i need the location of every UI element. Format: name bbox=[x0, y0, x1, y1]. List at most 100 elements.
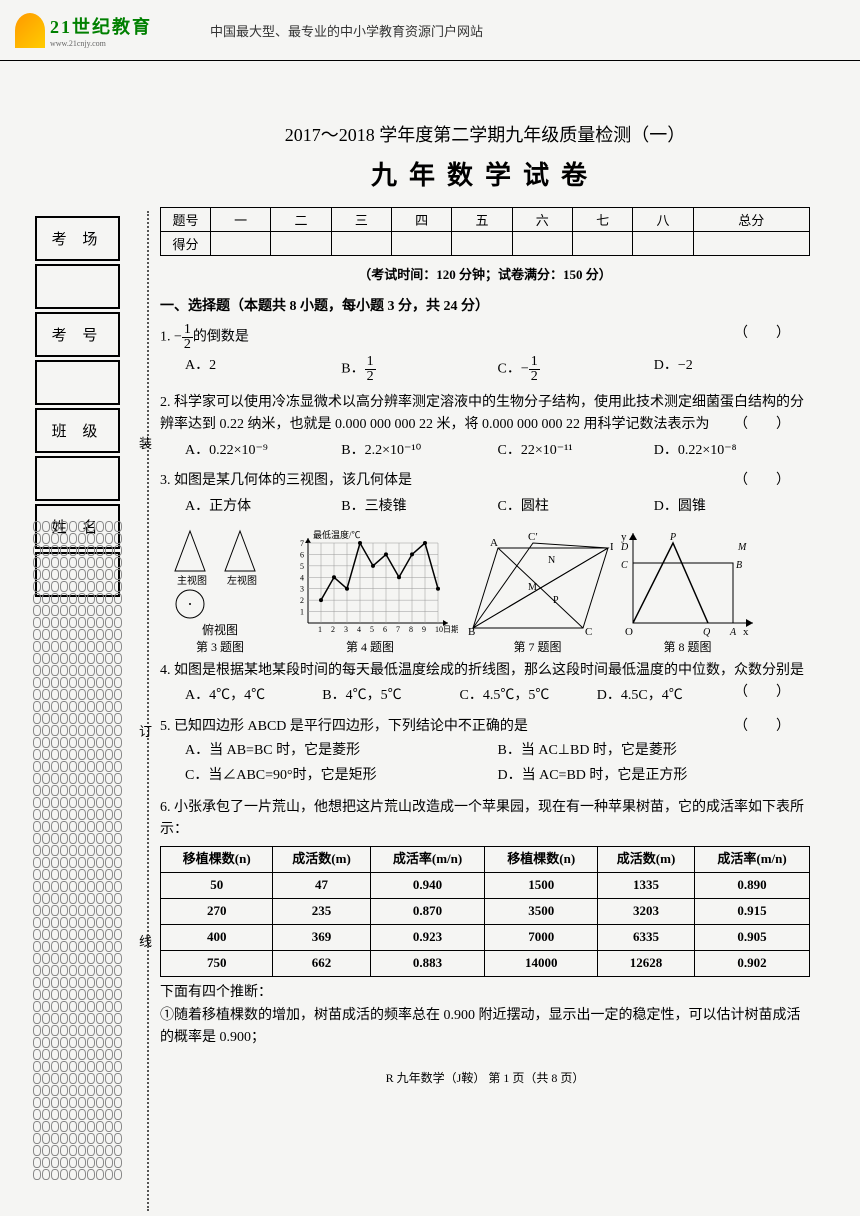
figure-label: 第 3 题图 bbox=[160, 638, 280, 655]
options: A．2 B．12 C．−12 D．−2 bbox=[185, 355, 810, 384]
svg-text:主视图: 主视图 bbox=[177, 574, 207, 587]
svg-text:3: 3 bbox=[300, 585, 304, 594]
svg-text:B: B bbox=[736, 560, 742, 571]
svg-text:3: 3 bbox=[344, 625, 348, 634]
svg-text:2: 2 bbox=[300, 596, 304, 605]
svg-text:Q: Q bbox=[703, 627, 711, 638]
svg-text:4: 4 bbox=[300, 573, 304, 582]
geometry-icon: B A C D C′ N M P bbox=[463, 528, 613, 638]
figure-7: B A C D C′ N M P 第 7 题图 bbox=[460, 528, 615, 655]
opt: C．4.5℃，5℃ bbox=[460, 685, 597, 707]
opt: A．正方体 bbox=[185, 496, 341, 518]
opt: A．0.22×10⁻⁹ bbox=[185, 440, 341, 462]
svg-text:10: 10 bbox=[435, 625, 443, 634]
svg-text:左视图: 左视图 bbox=[227, 574, 257, 587]
q-num: 4. bbox=[160, 663, 171, 678]
question-5: 5. 已知四边形 ABCD 是平行四边形，下列结论中不正确的是 （ ） A．当 … bbox=[160, 716, 810, 789]
svg-text:N: N bbox=[548, 555, 555, 566]
figure-label: 第 8 题图 bbox=[615, 638, 760, 655]
side-box bbox=[35, 360, 120, 405]
q-text: 如图是根据某地某段时间的每天最低温度绘成的折线图，那么这段时间最低温度的中位数，… bbox=[174, 663, 804, 678]
logo: 21世纪教育 www.21cnjy.com bbox=[15, 10, 180, 50]
page-footer: R 九年数学（J鞍） 第 1 页（共 8 页） bbox=[160, 1069, 810, 1086]
svg-text:C′: C′ bbox=[528, 531, 538, 543]
q-text: 如图是某几何体的三视图，该几何体是 bbox=[174, 473, 412, 488]
opt: C．22×10⁻¹¹ bbox=[498, 440, 654, 462]
opt: A．4℃，4℃ bbox=[185, 685, 322, 707]
q-item: ①随着移植棵数的增加，树苗成活的频率总在 0.900 附近摆动，显示出一定的稳定… bbox=[160, 1005, 810, 1050]
svg-text:P: P bbox=[669, 532, 676, 543]
side-box: 考 场 bbox=[35, 216, 120, 261]
svg-text:x: x bbox=[743, 626, 749, 638]
title-main: 2017～2018 学年度第二学期九年级质量检测（一） bbox=[160, 121, 810, 147]
q-text: 已知四边形 ABCD 是平行四边形，下列结论中不正确的是 bbox=[174, 719, 528, 734]
q-after: 下面有四个推断： bbox=[160, 982, 810, 1004]
answer-bubbles bbox=[33, 521, 123, 1181]
svg-text:5: 5 bbox=[370, 625, 374, 634]
fold-line bbox=[147, 211, 149, 1211]
q-text: 科学家可以使用冷冻显微术以高分辨率测定溶液中的生物分子结构，使用此技术测定细菌蛋… bbox=[160, 395, 804, 432]
figure-4: 最低温度/℃123456712345678910日期 第 4 题图 bbox=[280, 528, 460, 655]
svg-text:P: P bbox=[553, 595, 559, 606]
header-subtitle: 中国最大型、最专业的中小学教育资源门户网站 bbox=[210, 21, 483, 40]
opt: C．当∠ABC=90°时，它是矩形 bbox=[185, 763, 498, 788]
options: A．当 AB=BC 时，它是菱形 B．当 AC⊥BD 时，它是菱形 C．当∠AB… bbox=[185, 738, 810, 788]
opt: C．圆柱 bbox=[498, 496, 654, 518]
fold-char: 装 bbox=[139, 433, 152, 452]
logo-text: 21世纪教育 www.21cnjy.com bbox=[50, 13, 152, 48]
line-chart-icon: 最低温度/℃123456712345678910日期 bbox=[283, 528, 458, 638]
svg-text:M: M bbox=[528, 582, 537, 593]
question-4: 4. 如图是根据某地某段时间的每天最低温度绘成的折线图，那么这段时间最低温度的中… bbox=[160, 660, 810, 708]
svg-text:最低温度/℃: 最低温度/℃ bbox=[313, 529, 361, 540]
opt: C．−12 bbox=[498, 355, 654, 384]
svg-text:1: 1 bbox=[300, 608, 304, 617]
answer-paren: （ ） bbox=[734, 682, 790, 704]
opt: D．0.22×10⁻⁸ bbox=[654, 440, 810, 462]
svg-text:6: 6 bbox=[383, 625, 387, 634]
exam-info: （考试时间：120 分钟；试卷满分：150 分） bbox=[160, 264, 810, 283]
side-box bbox=[35, 264, 120, 309]
opt: D．4.5C，4℃ bbox=[597, 685, 734, 707]
q-num: 3. bbox=[160, 473, 171, 488]
opt: B．当 AC⊥BD 时，它是菱形 bbox=[498, 738, 811, 763]
figure-3: 主视图 左视图 俯视图 第 3 题图 bbox=[160, 526, 280, 655]
svg-text:2: 2 bbox=[331, 625, 335, 634]
answer-paren: （ ） bbox=[734, 323, 790, 345]
page-body: 考 场 考 号 班 级 姓 名 装 订 线 2017～2018 学年度第二学期九… bbox=[0, 61, 860, 1106]
q-text: − bbox=[174, 330, 182, 345]
question-6: 6. 小张承包了一片荒山，他想把这片荒山改造成一个苹果园，现在有一种苹果树苗，它… bbox=[160, 797, 810, 1050]
figure-row: 主视图 左视图 俯视图 第 3 题图 最低温度/℃123456712345678… bbox=[160, 526, 810, 655]
opt: B．三棱锥 bbox=[341, 496, 497, 518]
figure-label: 第 4 题图 bbox=[280, 638, 460, 655]
options: A．0.22×10⁻⁹ B．2.2×10⁻¹⁰ C．22×10⁻¹¹ D．0.2… bbox=[185, 440, 810, 462]
q-text: 的倒数是 bbox=[193, 330, 249, 345]
svg-text:B: B bbox=[468, 626, 475, 638]
svg-text:8: 8 bbox=[409, 625, 413, 634]
score-row-label: 得分 bbox=[161, 232, 211, 256]
svg-text:C: C bbox=[585, 626, 592, 638]
opt: D．圆锥 bbox=[654, 496, 810, 518]
svg-text:5: 5 bbox=[300, 562, 304, 571]
page-header: 21世纪教育 www.21cnjy.com 中国最大型、最专业的中小学教育资源门… bbox=[0, 0, 860, 61]
opt: B．12 bbox=[341, 355, 497, 384]
score-table: 题号一二三四五六七八总分 得分 bbox=[160, 207, 810, 256]
svg-text:M: M bbox=[737, 542, 747, 553]
logo-en: www.21cnjy.com bbox=[50, 39, 152, 48]
answer-paren: （ ） bbox=[734, 716, 790, 738]
svg-text:D: D bbox=[620, 542, 629, 553]
svg-text:7: 7 bbox=[300, 539, 304, 548]
coord-icon: O x y D P M C B Q A bbox=[618, 528, 758, 638]
answer-paren: （ ） bbox=[734, 470, 790, 492]
svg-text:日期: 日期 bbox=[443, 625, 458, 634]
svg-text:4: 4 bbox=[357, 625, 361, 634]
figure-8: O x y D P M C B Q A 第 8 题图 bbox=[615, 528, 760, 655]
opt: A．当 AB=BC 时，它是菱形 bbox=[185, 738, 498, 763]
svg-text:C: C bbox=[621, 560, 628, 571]
options: A．4℃，4℃ B．4℃，5℃ C．4.5℃，5℃ D．4.5C，4℃ bbox=[185, 685, 734, 707]
side-box bbox=[35, 456, 120, 501]
answer-paren: （ ） bbox=[734, 414, 790, 436]
svg-text:6: 6 bbox=[300, 550, 304, 559]
side-box: 考 号 bbox=[35, 312, 120, 357]
opt: B．4℃，5℃ bbox=[322, 685, 459, 707]
section-title: 一、选择题（本题共 8 小题，每小题 3 分，共 24 分） bbox=[160, 295, 810, 315]
